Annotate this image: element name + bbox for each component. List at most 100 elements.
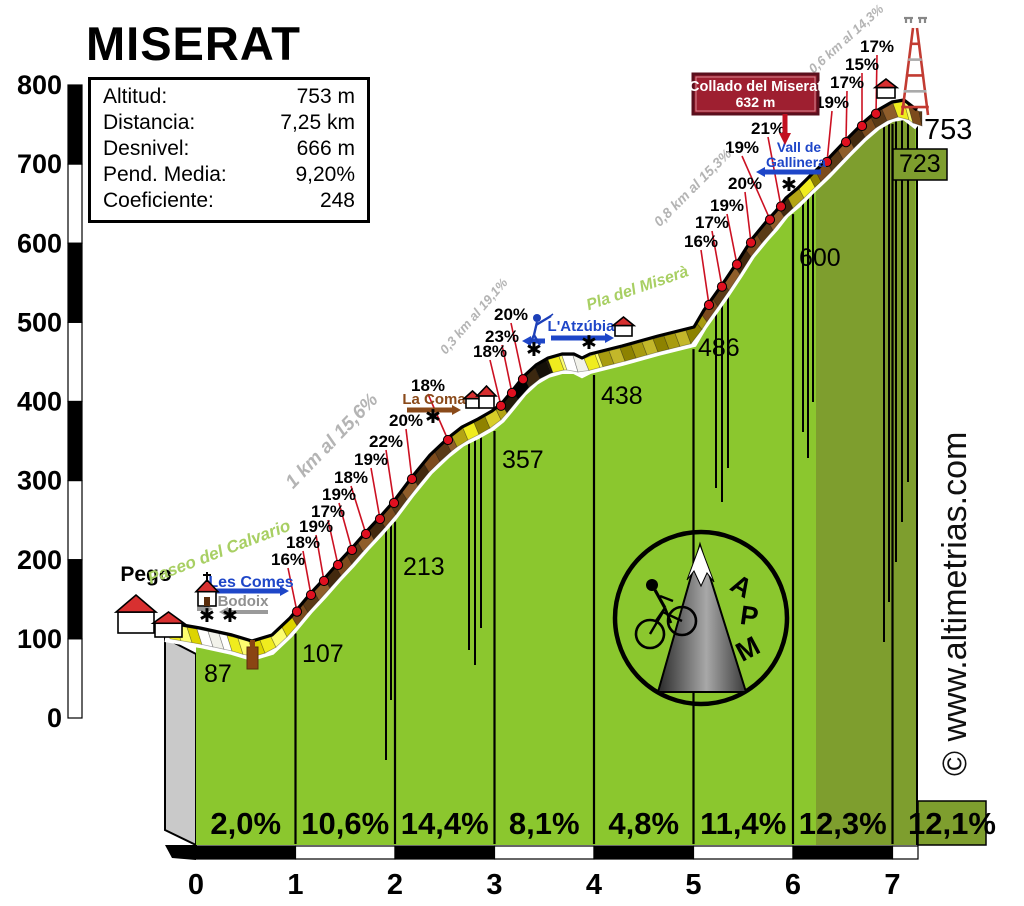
collado-sign-box xyxy=(691,72,820,116)
x-axis-bar-segment xyxy=(493,845,595,860)
altitude-label: 723 xyxy=(899,150,941,178)
altitude-label: 438 xyxy=(601,382,643,410)
slope-leader-line xyxy=(875,54,878,114)
slope-percent-label: 20% xyxy=(389,411,423,430)
y-axis-tick-label: 500 xyxy=(17,307,62,337)
last-gradient-box xyxy=(917,800,987,846)
altitude-label: 753 xyxy=(924,114,972,146)
y-axis: 800 700 600 500 400 300 200 100 0 xyxy=(17,70,83,733)
x-axis-tick-label: 0 xyxy=(188,869,204,901)
x-axis-bar-segment xyxy=(195,845,297,860)
slope-percent-label: 23% xyxy=(485,327,519,346)
x-axis-tick-label: 4 xyxy=(586,869,602,901)
slope-dot xyxy=(388,497,400,509)
slope-percent-label: 20% xyxy=(494,305,528,324)
y-axis-bar-segment xyxy=(67,559,83,640)
slope-leader-line xyxy=(287,567,298,612)
church-icon-roof xyxy=(194,578,220,593)
house-icon-roof xyxy=(610,315,637,327)
altitude-label: 213 xyxy=(403,553,445,581)
house-icon-body xyxy=(614,324,633,337)
slope-leader-line xyxy=(700,249,710,306)
hunter-icon xyxy=(527,313,554,346)
slope-leader-line xyxy=(327,519,339,566)
house-icon-roof xyxy=(113,593,159,613)
y-axis-tick-label: 400 xyxy=(17,387,62,417)
radio-tower-icon xyxy=(900,16,930,116)
slope-leader-line xyxy=(510,322,524,380)
info-value: 753 m xyxy=(296,85,355,108)
slope-percent-label: 18% xyxy=(411,376,445,395)
km-gradient-label: 12,1% xyxy=(908,806,996,841)
house-icon-body xyxy=(465,397,480,409)
place-label: Gallinera xyxy=(766,154,826,170)
km-gradient-label: 11,4% xyxy=(700,806,786,841)
slope-dot xyxy=(346,544,358,556)
info-label: Distancia: xyxy=(103,111,196,134)
info-label: Altitud: xyxy=(103,85,168,108)
slope-percent-label: 19% xyxy=(322,485,356,504)
collado-sign-inner-border xyxy=(695,76,816,112)
x-axis: 0 1 2 3 4 5 6 7 xyxy=(188,845,919,901)
slope-dot xyxy=(360,528,372,540)
slope-percent-label: 16% xyxy=(684,232,718,251)
y-axis-tick-label: 100 xyxy=(17,624,62,654)
altitude-labels: 87 107 213 357 438 486 600 723 753 xyxy=(204,114,972,688)
x-axis-tick-label: 6 xyxy=(785,869,801,901)
cyclist-body xyxy=(653,589,667,609)
house-icon-body xyxy=(478,395,495,409)
y-axis-bar-segment xyxy=(67,400,83,482)
x-axis-tick-label: 1 xyxy=(287,869,303,901)
slope-percent-label: 18% xyxy=(334,468,368,487)
slope-percent-label: 19% xyxy=(299,517,333,536)
direction-arrow-head xyxy=(280,586,289,596)
slope-dot xyxy=(506,387,518,399)
info-value: 9,20% xyxy=(295,163,355,186)
slope-leader-line xyxy=(385,449,395,504)
slope-leader-line xyxy=(427,393,449,441)
km-gradient-label: 10,6% xyxy=(301,806,389,841)
slope-dot xyxy=(374,513,386,525)
slope-dot xyxy=(703,299,715,311)
place-label: Les Comes xyxy=(208,574,293,591)
slope-leader-line xyxy=(726,213,738,265)
hunter-leg xyxy=(532,334,542,346)
house-icon-body xyxy=(876,86,896,99)
house-icon-body xyxy=(154,622,183,638)
x-axis-bar-segment xyxy=(692,845,794,860)
road-under-edge xyxy=(164,113,919,662)
landmark-asterisk: ✱ xyxy=(581,333,597,354)
village-icons xyxy=(113,77,900,670)
hunter-leg xyxy=(527,334,536,346)
hunter-gun-barrel xyxy=(544,313,554,321)
gate-icon xyxy=(246,646,259,670)
km-lines xyxy=(294,120,909,844)
y-axis-bar-segment xyxy=(67,638,83,719)
slope-dot xyxy=(318,575,330,587)
info-value: 248 xyxy=(319,189,355,212)
slope-dot xyxy=(332,559,344,571)
slope-leader-line xyxy=(826,110,833,163)
x-axis-bar-segment xyxy=(593,845,695,860)
cyclist-head xyxy=(646,579,658,591)
slope-leader-line xyxy=(744,191,752,243)
slope-leader-line xyxy=(350,485,367,535)
gate-icon xyxy=(250,640,255,649)
slope-percent-label: 19% xyxy=(710,196,744,215)
altitude-label: 600 xyxy=(799,244,841,272)
landmark-asterisk: ✱ xyxy=(425,407,441,428)
direction-arrow-head xyxy=(452,405,461,415)
slope-leader-line xyxy=(741,155,771,220)
slope-percent-label: 22% xyxy=(369,432,403,451)
slope-dot xyxy=(517,374,529,385)
tower-leg xyxy=(915,27,930,116)
altitude-723-box xyxy=(892,148,948,181)
hunter-head xyxy=(533,314,541,322)
y-axis-bar-segment xyxy=(67,163,83,244)
y-axis-tick-label: 200 xyxy=(17,545,62,575)
slope-dot xyxy=(495,400,507,411)
slope-marks: 16%18%19%17%19%18%19%22%20%18%18%23%20%1… xyxy=(271,37,894,617)
info-row: Altitud: 753 m xyxy=(103,84,355,110)
slope-percent-label: 19% xyxy=(354,450,388,469)
